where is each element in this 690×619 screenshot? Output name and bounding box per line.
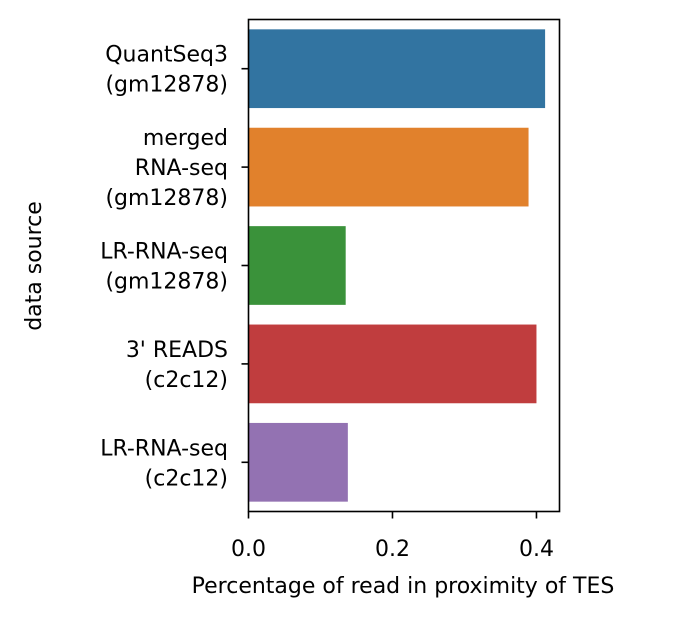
- bars-group: [248, 29, 546, 502]
- x-axis-label: Percentage of read in proximity of TES: [192, 574, 615, 599]
- bar-3: [248, 226, 346, 305]
- bar-2: [248, 127, 529, 207]
- x-tick-label-2: 0.2: [375, 537, 410, 562]
- category-label-line: (gm12878): [105, 186, 228, 211]
- category-label-1: QuantSeq3 (gm12878): [105, 43, 228, 98]
- category-label-line: QuantSeq3: [105, 43, 228, 68]
- category-label-line: 3' READS: [126, 338, 228, 363]
- category-label-line: LR-RNA-seq: [100, 240, 228, 265]
- plot-frame: [247, 18, 561, 513]
- category-label-line: (gm12878): [105, 73, 228, 98]
- category-label-line: (gm12878): [105, 270, 228, 295]
- bar-4: [248, 324, 537, 404]
- x-tick-label-3: 0.4: [519, 537, 554, 562]
- bar-1: [248, 29, 546, 109]
- category-label-line: merged: [143, 126, 228, 151]
- bar-5: [248, 422, 348, 502]
- x-ticks-group: 0.0 0.2 0.4: [231, 67, 554, 562]
- category-label-5: LR-RNA-seq (c2c12): [100, 436, 228, 491]
- x-tick-label-1: 0.0: [231, 537, 266, 562]
- category-label-2: merged RNA-seq (gm12878): [105, 126, 228, 211]
- category-label-3: LR-RNA-seq (gm12878): [100, 240, 228, 295]
- category-label-line: LR-RNA-seq: [100, 436, 228, 461]
- category-label-line: (c2c12): [145, 368, 228, 393]
- category-label-line: (c2c12): [145, 466, 228, 491]
- category-label-line: RNA-seq: [135, 156, 228, 181]
- category-labels-group: QuantSeq3 (gm12878) merged RNA-seq (gm12878)…: [100, 43, 228, 492]
- y-axis-label: data source: [22, 201, 47, 331]
- category-label-4: 3' READS (c2c12): [126, 338, 228, 393]
